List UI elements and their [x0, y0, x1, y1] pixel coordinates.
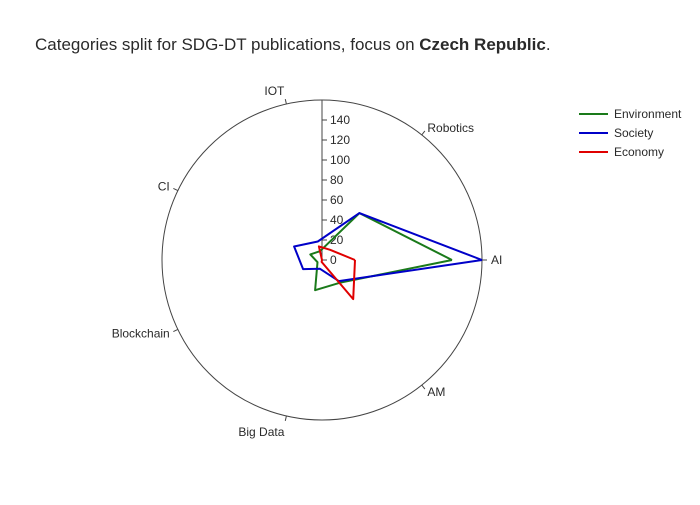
chart-title: Categories split for SDG-DT publications…	[35, 35, 551, 54]
legend-item-society[interactable]: Society	[579, 126, 653, 140]
radial-tick-label: 40	[330, 213, 344, 227]
category-label: AI	[491, 253, 502, 267]
polar-axes: AI Robotics IOT CI Blockchain Big Data AM 0 20 40…	[112, 84, 503, 439]
category-label: IOT	[264, 84, 285, 98]
angular-tick	[284, 415, 287, 421]
series-line-environment	[309, 212, 453, 292]
radial-tick-label: 120	[330, 133, 350, 147]
category-label: AM	[427, 385, 445, 399]
radial-tick-label: 140	[330, 113, 350, 127]
legend-label: Society	[614, 126, 653, 140]
radial-tick-label: 80	[330, 173, 344, 187]
radial-tick-label: 100	[330, 153, 350, 167]
series-line-economy	[317, 245, 356, 301]
series-layer	[293, 212, 483, 301]
legend[interactable]: Environment Society Economy	[579, 107, 682, 159]
category-label: Big Data	[238, 425, 284, 439]
radial-tick-label: 60	[330, 193, 344, 207]
chart-title-part: .	[546, 35, 551, 54]
angular-tick	[284, 99, 287, 105]
category-label: Blockchain	[112, 326, 170, 340]
category-label: CI	[158, 180, 170, 194]
radial-tick-label: 20	[330, 233, 344, 247]
legend-item-economy[interactable]: Economy	[579, 145, 664, 159]
legend-item-environment[interactable]: Environment	[579, 107, 682, 121]
chart-title-part: Czech Republic	[419, 35, 546, 54]
angular-tick	[173, 187, 179, 192]
angular-tick	[421, 384, 426, 390]
legend-label: Environment	[614, 107, 682, 121]
chart-title-part: Categories split for SDG-DT publications…	[35, 35, 419, 54]
radial-tick-label: 0	[330, 253, 337, 267]
category-label: Robotics	[427, 121, 474, 135]
angular-tick	[421, 130, 426, 136]
legend-label: Economy	[614, 145, 664, 159]
angular-tick	[173, 328, 179, 333]
